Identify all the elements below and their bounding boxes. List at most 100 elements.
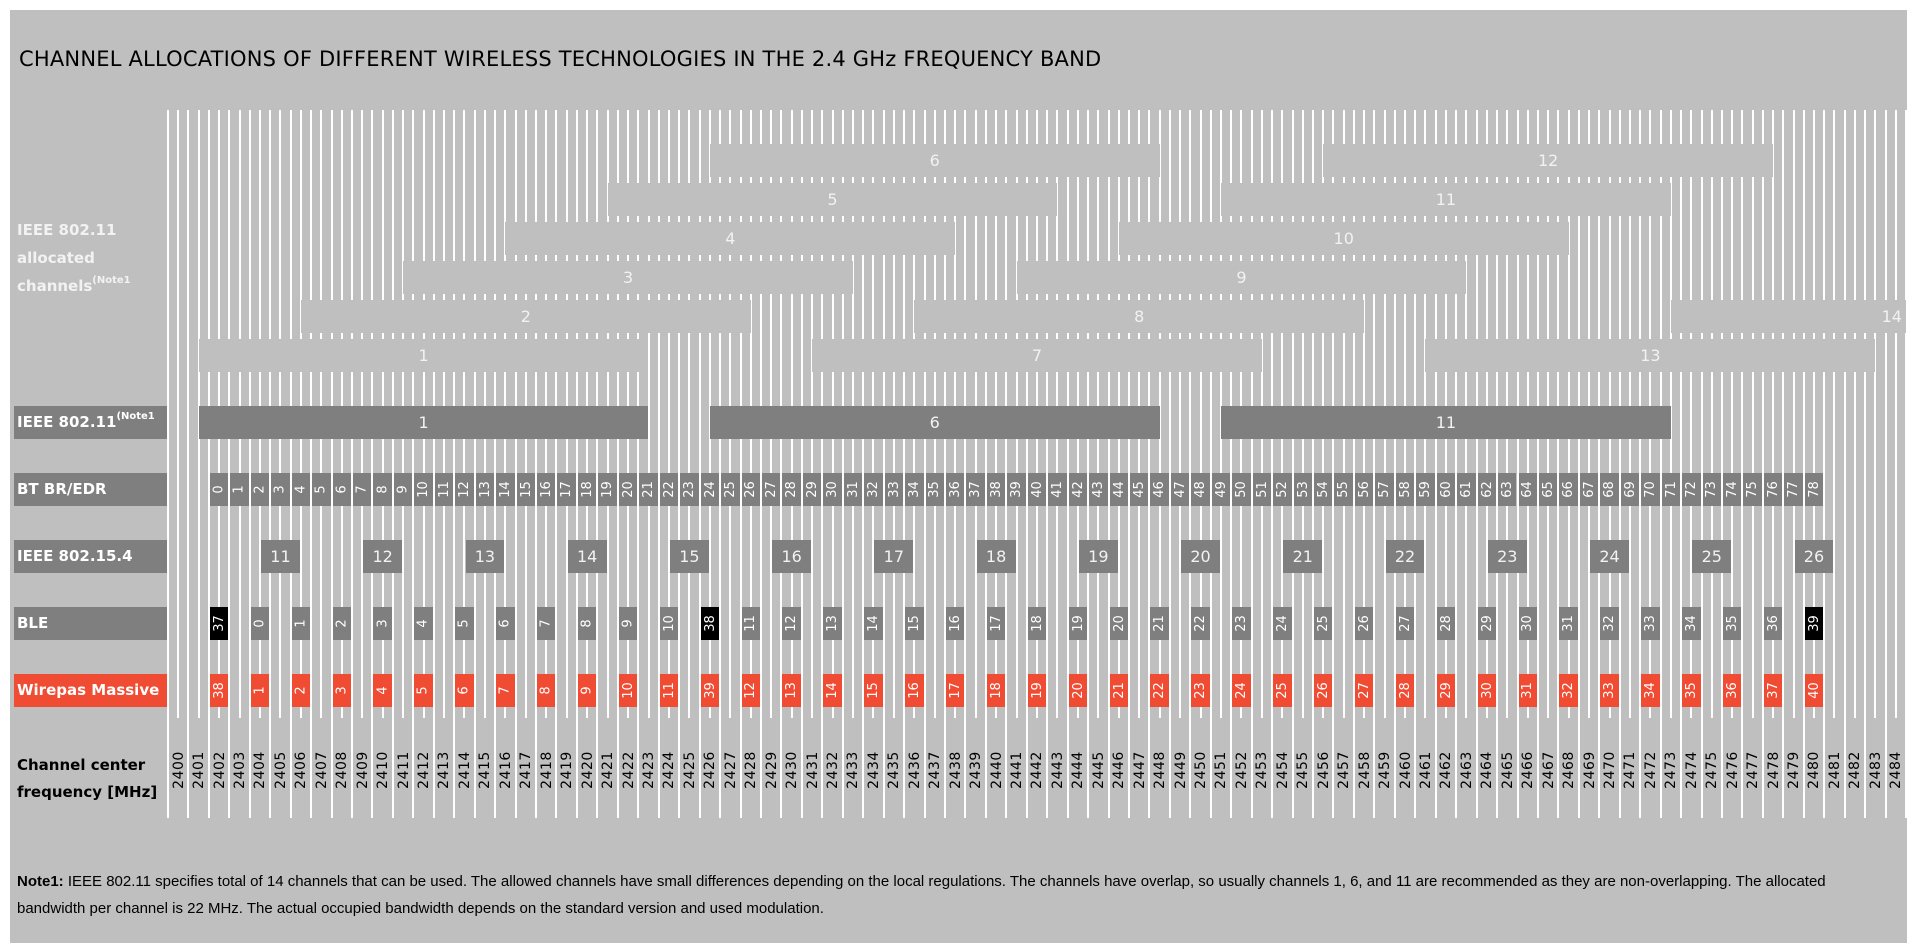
bt-channel: 21 bbox=[639, 473, 658, 506]
wirepas-channel: 10 bbox=[618, 674, 638, 707]
label-text: 30 bbox=[1520, 615, 1536, 632]
label-text: 28 bbox=[1397, 682, 1413, 699]
label-text: 2471 bbox=[1622, 751, 1639, 789]
frequency-tick-label: 2431 bbox=[802, 722, 822, 818]
label-text: 37 bbox=[211, 615, 227, 632]
wirepas-channel: 14 bbox=[823, 674, 842, 707]
footnote: Note1: IEEE 802.11 specifies total of 14… bbox=[17, 868, 1897, 922]
bt-channel: 27 bbox=[761, 473, 781, 506]
frequency-tick-label: 2471 bbox=[1620, 722, 1640, 818]
label-text: 2445 bbox=[1090, 751, 1107, 789]
label-text: 14 bbox=[825, 682, 841, 699]
label-text: 2426 bbox=[702, 751, 719, 789]
label-text: 46 bbox=[1152, 481, 1168, 498]
bt-channel: 40 bbox=[1027, 473, 1047, 506]
frequency-tick-label: 2463 bbox=[1457, 722, 1477, 818]
frequency-tick-label: 2468 bbox=[1559, 722, 1579, 818]
label-text: 2467 bbox=[1540, 751, 1557, 789]
label-text: 14 bbox=[865, 615, 881, 632]
frequency-tick-label: 2456 bbox=[1314, 722, 1334, 818]
column-separator-line bbox=[1271, 110, 1274, 818]
label-text: 2425 bbox=[681, 751, 698, 789]
label-text: 64 bbox=[1520, 481, 1536, 498]
bt-channel: 59 bbox=[1416, 473, 1435, 506]
column-separator-line bbox=[759, 110, 762, 818]
frequency-tick-label: 2438 bbox=[945, 722, 965, 818]
ieee802154-channel: 23 bbox=[1487, 540, 1527, 573]
column-separator-line bbox=[596, 110, 599, 818]
frequency-tick-label: 2428 bbox=[741, 722, 761, 818]
label-text: 4 bbox=[375, 686, 391, 695]
label-text: 2 bbox=[334, 619, 350, 628]
label-text: 2442 bbox=[1029, 751, 1046, 789]
label-text: 13 bbox=[477, 481, 493, 498]
ieee80211-allocated-channel-10: 10 bbox=[1118, 222, 1569, 255]
frequency-tick-label: 2400 bbox=[169, 722, 189, 818]
ieee802154-channel: 17 bbox=[874, 540, 914, 573]
label-text: 2446 bbox=[1111, 751, 1128, 789]
label-text: 32 bbox=[865, 481, 881, 498]
ieee802154-channel: 15 bbox=[669, 540, 709, 573]
wirepas-channel: 22 bbox=[1150, 674, 1169, 707]
column-separator-line bbox=[1516, 110, 1519, 818]
ieee80211-allocated-channel-1: 1 bbox=[198, 339, 649, 372]
wirepas-channel: 1 bbox=[250, 674, 270, 707]
bt-channel: 43 bbox=[1089, 473, 1108, 506]
column-separator-line bbox=[1680, 110, 1683, 818]
label-text: 2 bbox=[252, 485, 268, 494]
label-text: 8 bbox=[538, 686, 554, 695]
bt-channel: 0 bbox=[209, 473, 229, 506]
bt-channel: 42 bbox=[1068, 473, 1088, 506]
column-separator-line bbox=[1884, 110, 1887, 818]
frequency-tick-label: 2423 bbox=[639, 722, 659, 818]
column-separator-line bbox=[310, 110, 313, 818]
label-text: 2401 bbox=[190, 751, 207, 789]
label-text: 2417 bbox=[518, 751, 535, 789]
label-text: 2444 bbox=[1070, 751, 1087, 789]
ieee80211-allocated-channel-3: 3 bbox=[403, 261, 853, 294]
ieee802154-channel: 26 bbox=[1794, 540, 1834, 573]
ble-data-channel: 22 bbox=[1191, 607, 1210, 640]
bt-channel: 72 bbox=[1682, 473, 1701, 506]
ble-data-channel: 5 bbox=[455, 607, 474, 640]
column-separator-line bbox=[698, 110, 701, 818]
column-separator-line bbox=[1700, 110, 1703, 818]
label-text: 23 bbox=[681, 481, 697, 498]
ble-data-channel: 8 bbox=[577, 607, 597, 640]
column-separator-line bbox=[1393, 110, 1396, 818]
label-text: 11 bbox=[743, 615, 759, 632]
wirepas-channel: 7 bbox=[496, 674, 515, 707]
frequency-tick-label: 2434 bbox=[864, 722, 884, 818]
frequency-tick-label: 2464 bbox=[1477, 722, 1497, 818]
bt-channel: 77 bbox=[1784, 473, 1803, 506]
column-separator-line bbox=[1823, 110, 1826, 818]
column-separator-line bbox=[903, 110, 906, 818]
ieee80211-allocated-channel-2: 2 bbox=[300, 300, 751, 333]
frequency-center-line bbox=[1158, 110, 1161, 718]
label-text: 68 bbox=[1601, 481, 1617, 498]
label-text: 2435 bbox=[886, 751, 903, 789]
label-text: 31 bbox=[1561, 615, 1577, 632]
ble-data-channel: 6 bbox=[496, 607, 515, 640]
label-text: 30 bbox=[825, 481, 841, 498]
label-text: 22 bbox=[1152, 682, 1168, 699]
frequency-tick-label: 2415 bbox=[475, 722, 495, 818]
label-text: 2410 bbox=[374, 751, 391, 789]
frequency-tick-label: 2478 bbox=[1763, 722, 1783, 818]
label-text: 11 bbox=[661, 682, 677, 699]
column-separator-line bbox=[1639, 110, 1642, 818]
label-text: 74 bbox=[1724, 481, 1740, 498]
column-separator-line bbox=[1496, 110, 1499, 818]
column-separator-line bbox=[1434, 110, 1437, 818]
column-separator-line bbox=[167, 110, 169, 818]
label-text: 25 bbox=[1315, 615, 1331, 632]
frequency-tick-label: 2458 bbox=[1354, 722, 1374, 818]
label-text: 56 bbox=[1356, 481, 1372, 498]
label-text: 2430 bbox=[783, 751, 800, 789]
column-separator-line bbox=[1577, 110, 1580, 818]
frequency-tick-label: 2476 bbox=[1722, 722, 1742, 818]
frequency-tick-label: 2416 bbox=[496, 722, 516, 818]
label-text: 2440 bbox=[988, 751, 1005, 789]
label-text: 2455 bbox=[1295, 751, 1312, 789]
frequency-tick-label: 2452 bbox=[1232, 722, 1252, 818]
